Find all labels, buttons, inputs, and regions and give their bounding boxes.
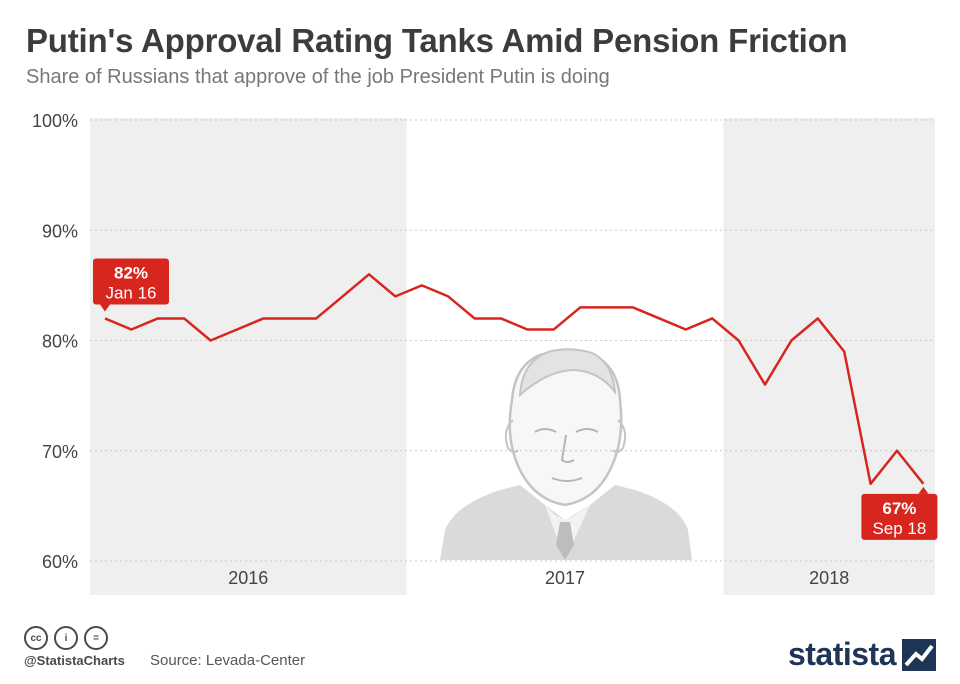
year-label-2016: 2016: [228, 568, 268, 588]
portrait-head: [508, 350, 623, 507]
y-tick-label: 100%: [32, 111, 78, 131]
chart-subtitle: Share of Russians that approve of the jo…: [26, 66, 610, 88]
source-note: Source: Levada-Center: [150, 652, 306, 669]
year-label-2018: 2018: [809, 568, 849, 588]
portrait-right-eye: [575, 428, 599, 433]
no-derivatives-icon[interactable]: =: [84, 626, 108, 650]
year-label-2017: 2017: [545, 568, 585, 588]
approval-line: [104, 273, 925, 486]
portrait-left-eye: [534, 428, 557, 433]
y-tick-label: 70%: [42, 442, 78, 462]
attribution-icon[interactable]: i: [54, 626, 78, 650]
callout-pointer: [918, 486, 929, 494]
putin-portrait-illustration: [440, 348, 692, 560]
y-tick-label: 60%: [42, 552, 78, 572]
y-tick-label: 90%: [42, 221, 78, 241]
portrait-tie: [556, 522, 574, 560]
callout-box: [861, 493, 938, 540]
callout-date: Sep 18: [872, 519, 926, 538]
callout-box: [93, 258, 169, 305]
portrait-hair: [518, 348, 617, 398]
twitter-handle: @StatistaCharts: [24, 653, 125, 668]
statista-logo[interactable]: statista: [788, 636, 936, 673]
license-icons: cc i =: [24, 626, 108, 650]
portrait-left-ear: [504, 419, 519, 454]
callout-date: Jan 16: [105, 283, 156, 302]
line-chart: 100% 90% 80% 70% 60% 2016 2017 2018 82%Jan 16 6…: [32, 111, 938, 595]
chart-title: Putin's Approval Rating Tanks Amid Pensi…: [26, 22, 848, 59]
portrait-nose: [560, 434, 575, 463]
callout-pointer: [100, 304, 110, 312]
portrait-right-ear: [612, 419, 627, 454]
creative-commons-icon[interactable]: cc: [24, 626, 48, 650]
statista-logo-icon: [902, 638, 936, 671]
callout-value: 82%: [114, 263, 148, 282]
callout-value: 67%: [882, 499, 916, 518]
year-band-2016: [90, 118, 407, 595]
brand-name: statista: [787, 636, 897, 672]
y-tick-label: 80%: [42, 332, 78, 352]
portrait-mouth: [551, 477, 583, 482]
callout-sep-18: 67%Sep 18: [861, 486, 938, 540]
callout-jan-16: 82%Jan 16: [93, 258, 169, 312]
